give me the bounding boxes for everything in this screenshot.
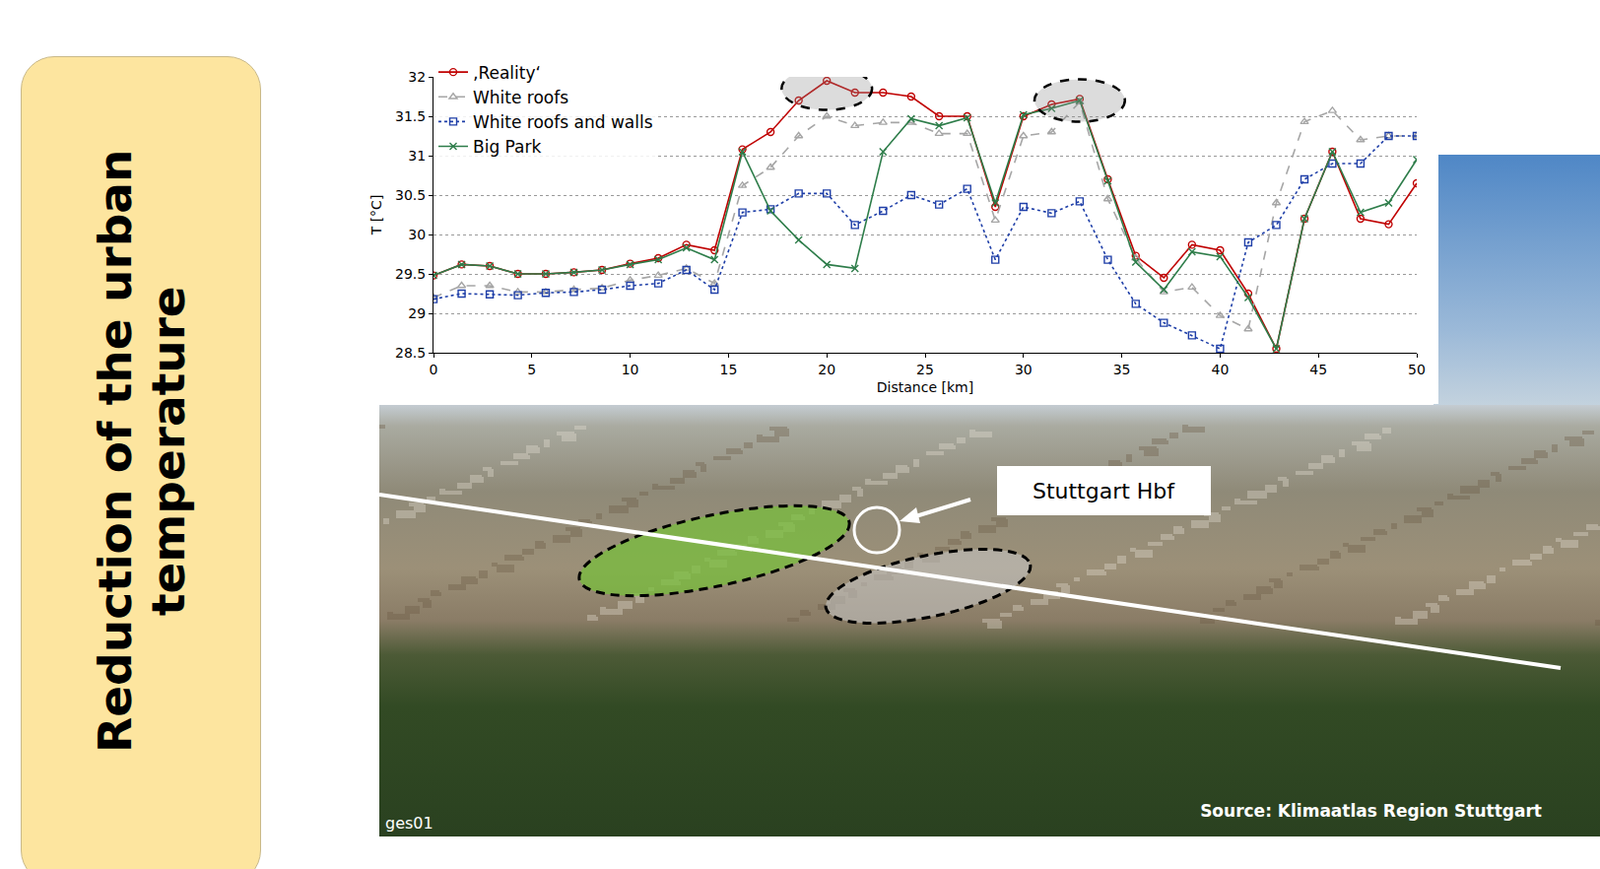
svg-text:32: 32	[407, 68, 426, 85]
svg-text:Source: Klimaatlas Region Stut: Source: Klimaatlas Region Stuttgart	[1200, 800, 1542, 821]
svg-text:White roofs and walls: White roofs and walls	[472, 112, 654, 133]
svg-text:5: 5	[527, 361, 536, 378]
svg-text:20: 20	[817, 361, 836, 378]
svg-text:30: 30	[1014, 361, 1033, 378]
svg-text:30.5: 30.5	[395, 187, 426, 203]
svg-text:25: 25	[916, 361, 934, 378]
svg-text:10: 10	[621, 361, 640, 378]
svg-text:T [°C]: T [°C]	[368, 195, 385, 237]
svg-text:28.5: 28.5	[395, 344, 426, 361]
svg-text:31.5: 31.5	[395, 108, 426, 125]
svg-text:‚Reality‘: ‚Reality‘	[472, 63, 541, 83]
svg-text:0: 0	[429, 361, 439, 378]
svg-text:Distance [km]: Distance [km]	[876, 379, 974, 396]
svg-text:29: 29	[407, 305, 426, 322]
svg-text:31: 31	[407, 147, 426, 164]
svg-text:30: 30	[407, 226, 426, 243]
svg-text:29.5: 29.5	[395, 266, 426, 282]
html-text:Reduction of the urban tempera: Reduction of the urban temperature	[87, 149, 196, 753]
svg-text:ges01: ges01	[385, 813, 434, 833]
svg-text:White roofs: White roofs	[472, 87, 569, 108]
svg-text:Stuttgart Hbf: Stuttgart Hbf	[1032, 478, 1176, 504]
svg-text:40: 40	[1210, 361, 1229, 378]
svg-text:Big Park: Big Park	[472, 136, 541, 157]
svg-text:35: 35	[1113, 361, 1132, 378]
svg-text:45: 45	[1309, 361, 1328, 378]
svg-text:15: 15	[719, 361, 737, 378]
svg-text:50: 50	[1407, 361, 1426, 378]
